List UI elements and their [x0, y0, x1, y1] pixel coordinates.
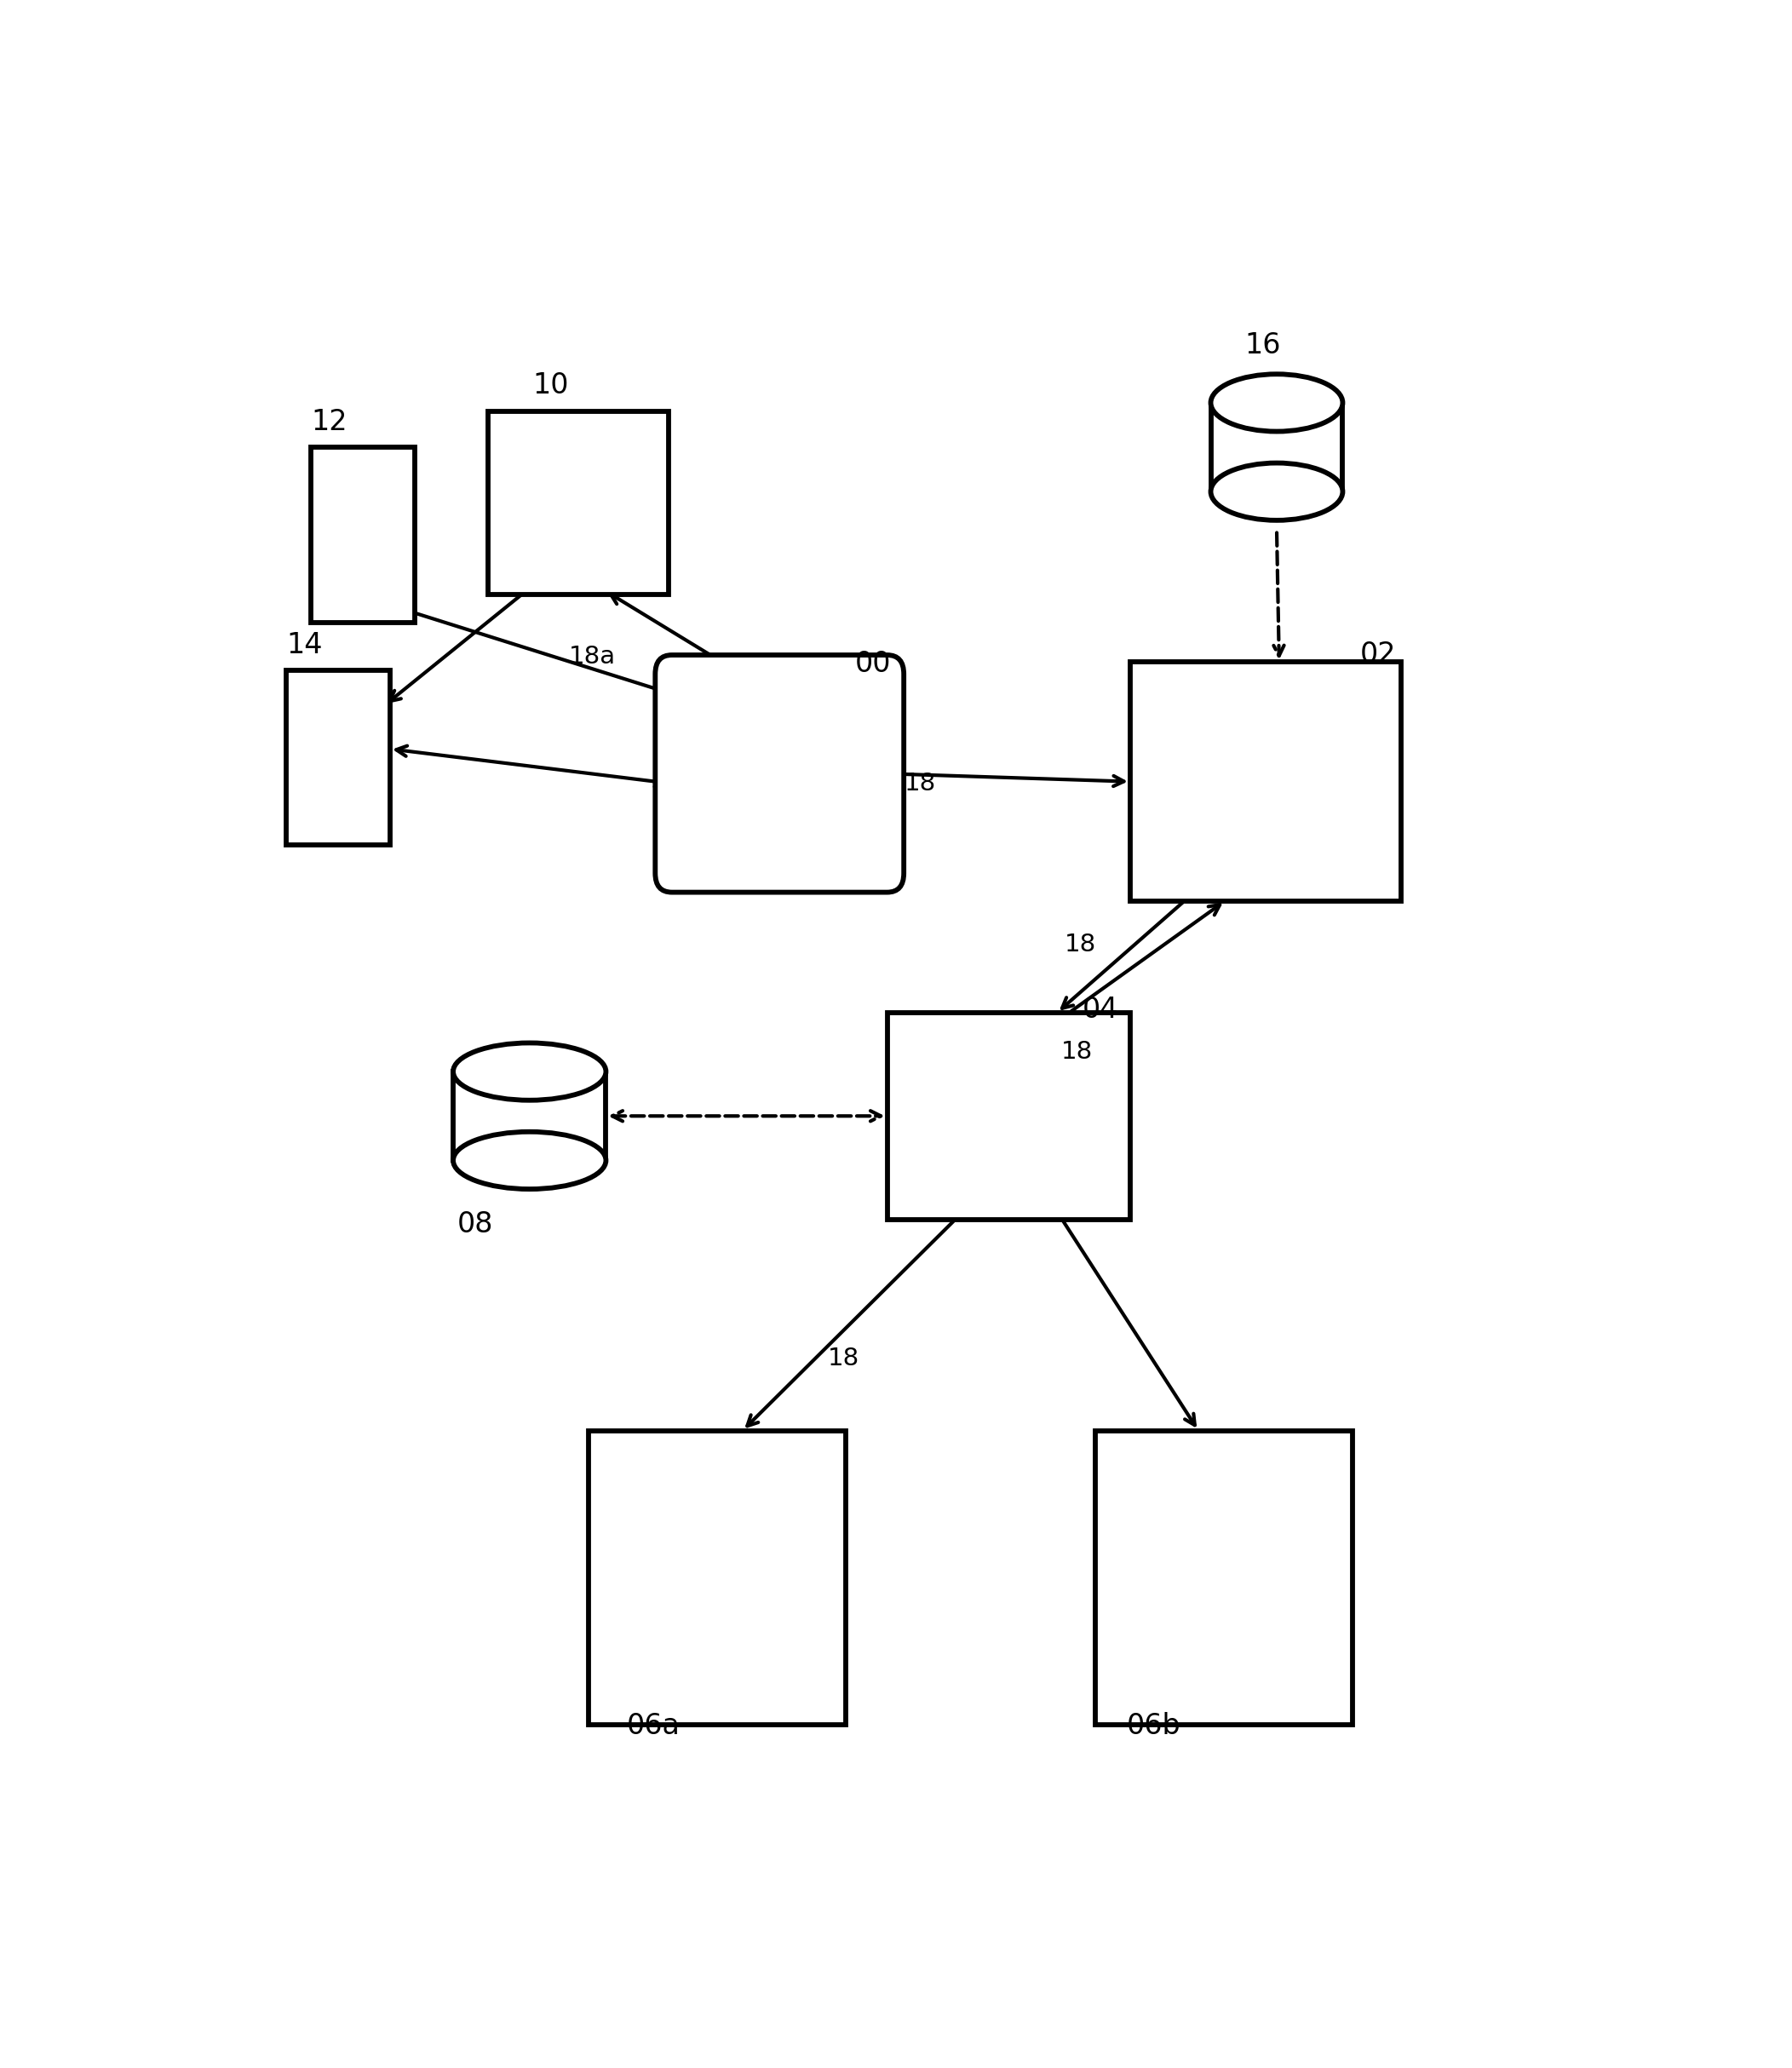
Ellipse shape — [1211, 463, 1342, 521]
Bar — [887, 1013, 1131, 1220]
Text: 06a: 06a — [627, 1712, 681, 1739]
Bar — [1131, 662, 1401, 902]
Text: 18: 18 — [905, 771, 935, 796]
Ellipse shape — [453, 1131, 606, 1189]
Bar — [285, 670, 391, 846]
Text: 08: 08 — [457, 1210, 493, 1239]
Text: 04: 04 — [1082, 995, 1118, 1024]
Bar — [487, 412, 668, 594]
Text: 10: 10 — [532, 372, 568, 399]
Text: 18: 18 — [1064, 933, 1097, 957]
Bar — [1211, 403, 1342, 492]
Text: 02: 02 — [1360, 641, 1396, 668]
Bar — [453, 1071, 606, 1160]
Bar — [588, 1431, 846, 1725]
Text: 18: 18 — [1061, 1040, 1093, 1063]
Bar — [310, 447, 416, 622]
Text: 06b: 06b — [1127, 1712, 1181, 1739]
Ellipse shape — [1211, 374, 1342, 432]
Text: 18a: 18a — [568, 645, 615, 668]
Text: 18: 18 — [828, 1346, 860, 1371]
Text: 16: 16 — [1245, 331, 1281, 360]
Bar — [1095, 1431, 1353, 1725]
Text: 14: 14 — [287, 631, 323, 660]
Text: 12: 12 — [312, 407, 348, 436]
Text: 00: 00 — [855, 649, 891, 678]
Ellipse shape — [453, 1042, 606, 1100]
FancyBboxPatch shape — [656, 656, 903, 891]
